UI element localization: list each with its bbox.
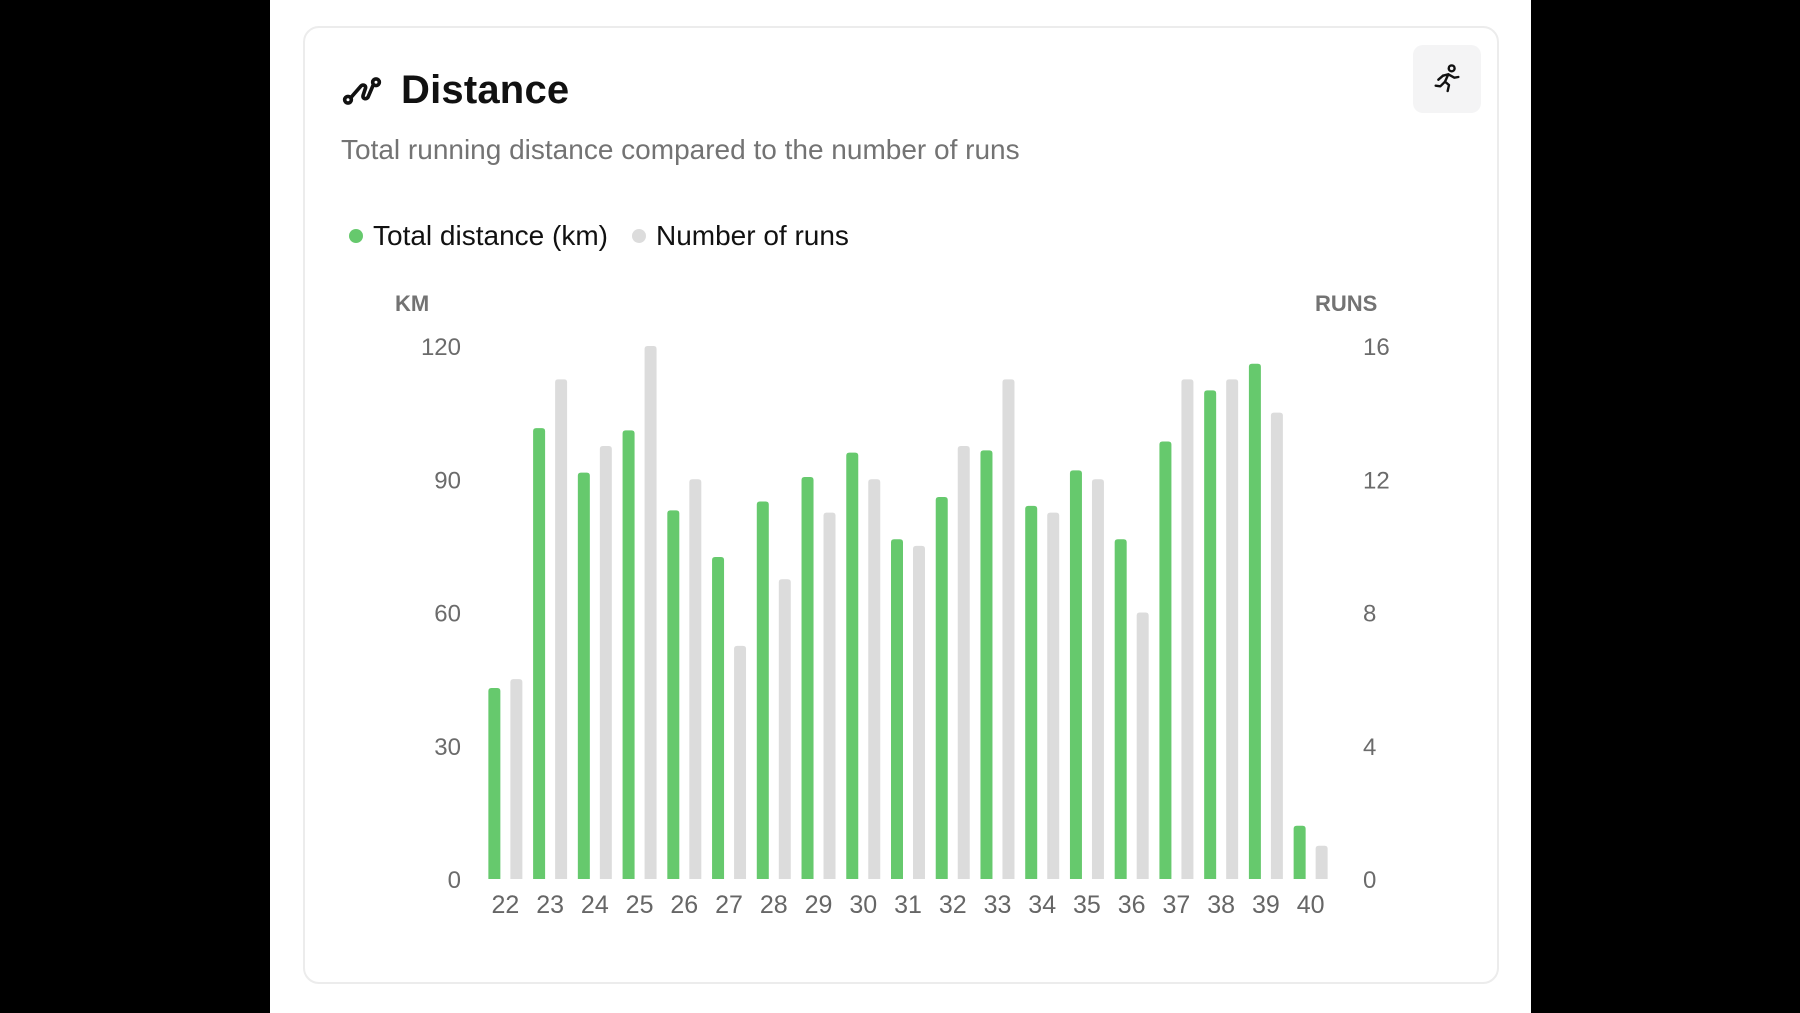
right-tick-label: 0 [1363, 867, 1376, 894]
bar-distance[interactable] [1069, 470, 1082, 879]
x-tick-label: 31 [894, 891, 922, 919]
bar-distance[interactable] [1114, 539, 1127, 879]
x-tick-label: 30 [849, 891, 877, 919]
bar-distance[interactable] [1293, 825, 1306, 879]
legend-label-distance: Total distance (km) [373, 220, 608, 251]
left-tick-label: 0 [448, 867, 461, 894]
x-tick-label: 28 [760, 891, 788, 919]
x-tick-label: 27 [715, 891, 743, 919]
legend-item-runs[interactable]: Number of runs [631, 220, 849, 252]
bar-distance[interactable] [1159, 441, 1172, 879]
x-tick-label: 36 [1118, 891, 1146, 919]
left-tick-label: 30 [434, 734, 461, 761]
bar-runs[interactable] [1270, 412, 1283, 879]
bar-runs[interactable] [1002, 379, 1015, 879]
bar-runs[interactable] [1091, 479, 1104, 879]
bar-distance[interactable] [712, 556, 725, 879]
right-tick-label: 16 [1363, 334, 1390, 361]
legend-label-runs: Number of runs [655, 220, 849, 251]
legend-dot-runs [631, 229, 646, 243]
bar-runs[interactable] [868, 479, 881, 879]
bar-runs[interactable] [644, 346, 657, 879]
distance-card: Distance Total running distance compared… [303, 26, 1499, 984]
bar-distance[interactable] [846, 452, 859, 879]
bar-runs[interactable] [734, 645, 747, 879]
x-tick-label: 25 [626, 891, 654, 919]
card-header: Distance [341, 68, 569, 113]
bar-distance[interactable] [488, 688, 501, 879]
bar-runs[interactable] [957, 445, 970, 879]
bar-distance[interactable] [801, 477, 814, 879]
x-tick-label: 34 [1028, 891, 1056, 919]
bar-distance[interactable] [980, 450, 993, 879]
bar-distance[interactable] [1025, 505, 1038, 879]
bar-distance[interactable] [891, 539, 903, 879]
x-tick-label: 37 [1163, 891, 1191, 919]
left-tick-label: 90 [434, 467, 461, 494]
card-title: Distance [401, 68, 570, 112]
chart-legend: Total distance (km) Number of runs [349, 220, 849, 252]
right-tick-label: 12 [1363, 467, 1390, 494]
x-tick-label: 39 [1252, 891, 1280, 919]
x-tick-label: 26 [670, 891, 698, 919]
left-tick-label: 60 [434, 601, 461, 628]
bar-distance[interactable] [756, 501, 769, 879]
legend-dot-distance [349, 229, 363, 243]
left-axis-title: KM [395, 291, 429, 316]
page: Distance Total running distance compared… [270, 0, 1531, 1013]
bar-runs[interactable] [1181, 379, 1194, 879]
bar-runs[interactable] [1226, 379, 1239, 879]
x-tick-label: 29 [805, 891, 833, 919]
legend-item-distance[interactable]: Total distance (km) [349, 220, 608, 252]
x-tick-label: 23 [536, 891, 564, 919]
bar-runs[interactable] [823, 512, 836, 879]
left-tick-label: 120 [421, 334, 461, 361]
bar-runs[interactable] [1047, 512, 1060, 879]
bar-distance[interactable] [533, 428, 546, 879]
bar-runs[interactable] [1136, 612, 1149, 880]
bar-runs[interactable] [778, 579, 791, 879]
bar-distance[interactable] [622, 430, 635, 879]
bar-chart: KM RUNS 0 30 60 90 120 0 4 8 12 16 22 23 24 25 26 27 28 29 3… [395, 291, 1390, 919]
bar-runs[interactable] [510, 679, 523, 879]
x-tick-label: 32 [939, 891, 967, 919]
bar-runs[interactable] [599, 445, 612, 879]
runner-icon [1434, 64, 1460, 93]
bar-distance[interactable] [667, 510, 680, 879]
x-tick-label: 33 [984, 891, 1012, 919]
x-tick-label: 38 [1207, 891, 1235, 919]
runner-toggle-button[interactable] [1413, 45, 1481, 113]
x-tick-label: 35 [1073, 891, 1101, 919]
bar-distance[interactable] [1204, 390, 1217, 879]
bar-runs[interactable] [689, 479, 702, 879]
right-tick-label: 8 [1363, 601, 1376, 628]
bar-distance[interactable] [577, 472, 590, 879]
right-tick-label: 4 [1363, 734, 1376, 761]
bar-runs[interactable] [1315, 845, 1328, 879]
card-subtitle: Total running distance compared to the n… [341, 134, 1020, 165]
bar-runs[interactable] [913, 545, 925, 879]
bar-distance[interactable] [935, 497, 948, 879]
x-tick-label: 24 [581, 891, 609, 919]
bar-runs[interactable] [555, 379, 568, 879]
x-tick-label: 22 [491, 891, 519, 919]
route-icon [342, 76, 382, 105]
x-tick-label: 40 [1297, 891, 1325, 919]
bar-distance[interactable] [1248, 363, 1261, 879]
right-axis-title: RUNS [1315, 291, 1377, 316]
